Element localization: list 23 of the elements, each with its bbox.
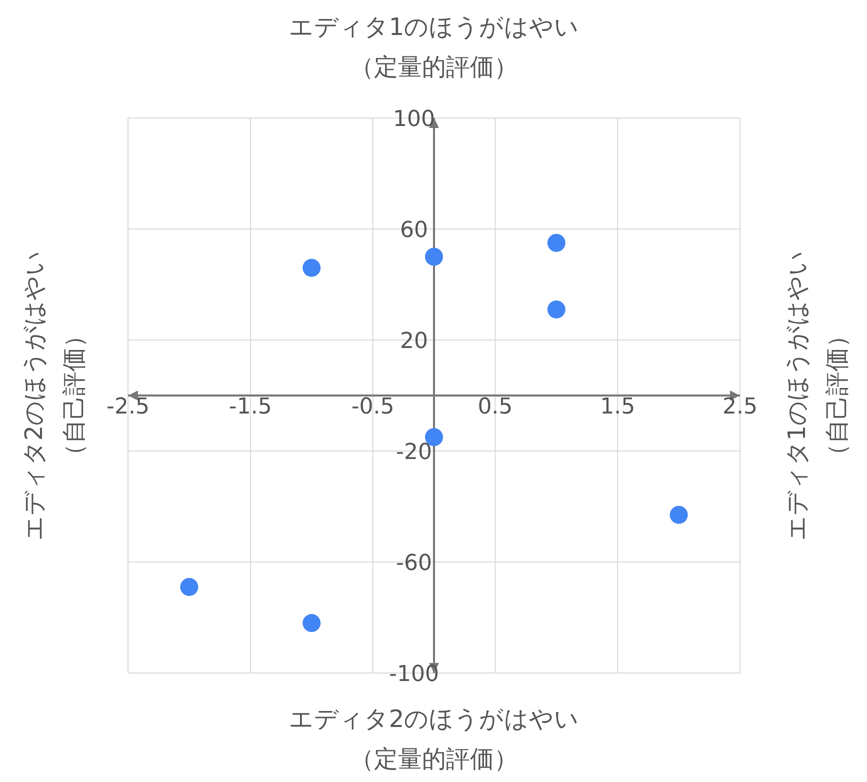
point <box>425 248 443 266</box>
point <box>180 578 198 596</box>
y-tick-label: 20 <box>400 329 428 354</box>
point <box>302 258 321 277</box>
y-tick-label: 100 <box>393 107 435 132</box>
point <box>302 614 321 632</box>
x2-axis-title: エディタ1のほうがはやい（定量的評価） <box>288 13 580 81</box>
x-tick-label: -0.5 <box>351 394 394 420</box>
x-tick-label: -2.5 <box>106 394 150 420</box>
point <box>547 300 566 318</box>
y2-axis-title: エディタ1のほうがはやい（自己評価） <box>783 250 851 541</box>
y-tick-label: 60 <box>400 218 428 243</box>
x-tick-label: -1.5 <box>228 394 272 420</box>
x-tick-label: 1.5 <box>600 394 636 420</box>
x-tick-label: 0.5 <box>478 394 513 420</box>
y-tick-label: -100 <box>389 662 439 687</box>
x-axis-title: エディタ2のほうがはやい（定量的評価） <box>288 705 580 773</box>
y-tick-label: -20 <box>396 440 432 465</box>
point <box>670 506 688 524</box>
x-tick-label: 2.5 <box>722 394 758 420</box>
y-axis-title: エディタ2のほうがはやい（自己評価） <box>20 250 88 541</box>
point <box>547 234 566 252</box>
y-tick-label: -60 <box>396 551 432 576</box>
